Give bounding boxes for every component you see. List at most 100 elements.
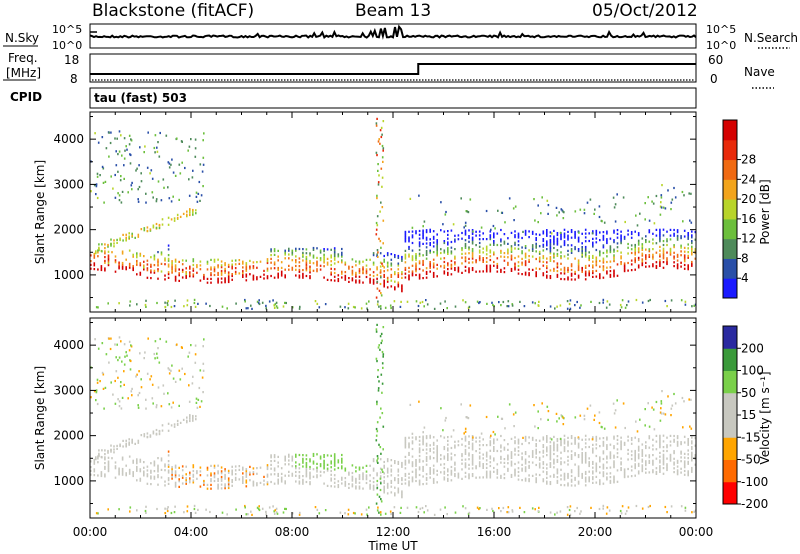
power-cell [174, 277, 177, 280]
velocity-cell [655, 434, 658, 437]
power-cell [107, 302, 109, 305]
power-cell [201, 170, 204, 173]
velocity-cell [295, 480, 297, 483]
velocity-cell [418, 447, 421, 450]
colorbar-tick-label: 12 [741, 232, 756, 246]
velocity-cell [432, 472, 435, 475]
velocity-cell [167, 460, 170, 463]
power-cell [599, 259, 601, 263]
power-cell [302, 253, 304, 256]
power-cell [197, 192, 200, 195]
power-cell [489, 236, 492, 239]
velocity-cell [498, 507, 500, 510]
velocity-cell [418, 400, 420, 403]
velocity-cell [660, 407, 662, 410]
velocity-cell [521, 458, 523, 461]
velocity-cell [153, 462, 156, 465]
velocity-cell [429, 472, 431, 475]
velocity-cell [129, 506, 132, 509]
velocity-cell [189, 479, 191, 482]
velocity-cell [146, 482, 149, 485]
power-cell [608, 303, 611, 306]
power-cell [490, 228, 492, 231]
power-cell [602, 261, 605, 264]
power-cell [429, 230, 431, 233]
power-cell [383, 266, 385, 269]
power-cell [130, 184, 133, 187]
velocity-cell [185, 480, 187, 483]
power-cell [344, 274, 347, 277]
velocity-cell [314, 506, 317, 509]
velocity-cell [602, 442, 605, 445]
power-cell [110, 131, 112, 134]
power-cell [284, 257, 286, 260]
power-cell [454, 234, 456, 237]
power-cell [588, 232, 590, 235]
velocity-cell [669, 459, 672, 462]
velocity-cell [635, 420, 637, 423]
velocity-cell [305, 471, 308, 474]
power-cell [691, 236, 693, 239]
power-cell [425, 251, 428, 255]
velocity-cell [691, 457, 693, 460]
power-cell [447, 243, 449, 246]
power-cell [210, 272, 212, 275]
power-cell [101, 165, 104, 168]
velocity-cell [429, 476, 431, 479]
velocity-cell [280, 478, 283, 481]
power-cell [547, 212, 549, 215]
velocity-cell [613, 445, 615, 448]
power-cell [418, 243, 421, 246]
velocity-cell [510, 460, 513, 463]
power-cell [234, 267, 237, 270]
power-cell [636, 224, 639, 227]
colorbar-segment [723, 392, 737, 416]
velocity-cell [348, 473, 350, 476]
velocity-cell [170, 511, 173, 515]
power-cell [270, 274, 272, 278]
power-cell [97, 306, 99, 309]
velocity-cell [114, 343, 116, 346]
velocity-cell [100, 474, 103, 478]
velocity-cell [616, 442, 619, 445]
velocity-cell [179, 378, 182, 381]
power-cell [440, 248, 442, 251]
power-cell [637, 239, 640, 242]
power-cell [599, 250, 601, 253]
power-cell [684, 300, 687, 303]
velocity-cell [468, 452, 470, 455]
power-cell [125, 233, 127, 236]
power-cell [217, 258, 219, 261]
velocity-cell [265, 513, 267, 516]
velocity-cell [574, 452, 576, 455]
y-tick-label: 2000 [53, 429, 84, 443]
velocity-cell [389, 510, 392, 513]
velocity-cell [620, 457, 622, 460]
power-cell [415, 264, 417, 267]
velocity-cell [556, 420, 558, 423]
velocity-cell [450, 479, 453, 482]
power-cell [195, 195, 198, 198]
velocity-cell [422, 483, 424, 486]
power-cell [498, 301, 500, 304]
x-tick-label: 20:00 [578, 525, 613, 539]
velocity-cell [563, 449, 566, 453]
velocity-cell [592, 460, 594, 464]
power-cell [126, 148, 128, 151]
velocity-cell [645, 441, 647, 444]
velocity-cell [217, 487, 219, 490]
power-cell [683, 250, 686, 253]
velocity-cell [648, 454, 651, 457]
power-cell [521, 273, 523, 276]
velocity-cell [538, 473, 541, 477]
power-cell [341, 276, 343, 279]
velocity-cell [381, 339, 383, 342]
power-cell [156, 146, 158, 149]
velocity-cell [553, 452, 555, 456]
velocity-cell [330, 477, 332, 480]
velocity-cell [195, 418, 197, 421]
power-cell [556, 214, 558, 217]
velocity-cell [535, 481, 537, 484]
power-cell [648, 255, 651, 258]
